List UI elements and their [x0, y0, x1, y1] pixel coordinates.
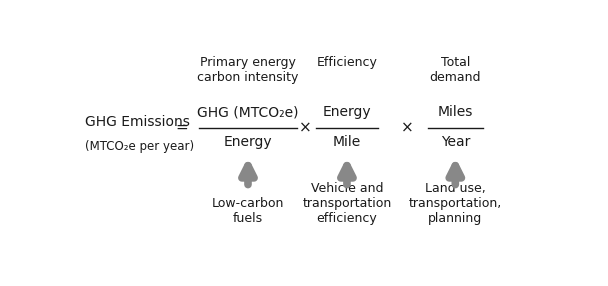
Text: Efficiency: Efficiency	[317, 56, 378, 69]
Text: GHG Emissions: GHG Emissions	[85, 116, 190, 129]
Text: Energy: Energy	[224, 135, 272, 149]
Text: (MTCO₂e per year): (MTCO₂e per year)	[85, 140, 195, 153]
Text: Energy: Energy	[323, 106, 371, 120]
Text: Miles: Miles	[438, 106, 473, 120]
Text: Mile: Mile	[333, 135, 361, 149]
Text: =: =	[176, 120, 188, 135]
Text: Vehicle and
transportation
efficiency: Vehicle and transportation efficiency	[302, 182, 392, 225]
Text: Land use,
transportation,
planning: Land use, transportation, planning	[409, 182, 502, 225]
Text: Primary energy
carbon intensity: Primary energy carbon intensity	[198, 56, 299, 84]
Text: GHG (MTCO₂e): GHG (MTCO₂e)	[197, 106, 299, 120]
Text: Low-carbon
fuels: Low-carbon fuels	[212, 197, 284, 225]
Text: ×: ×	[401, 120, 413, 135]
Text: Year: Year	[441, 135, 470, 149]
Text: ×: ×	[299, 120, 312, 135]
Text: Total
demand: Total demand	[430, 56, 481, 84]
